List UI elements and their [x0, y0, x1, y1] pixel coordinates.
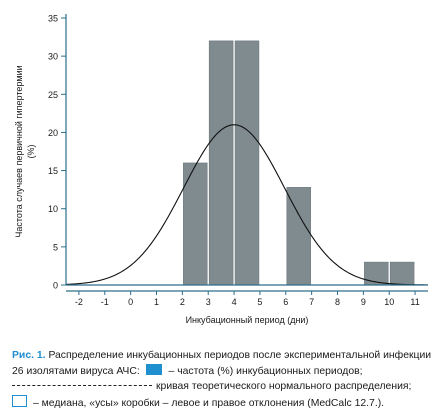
y-tick-label-2: 10 — [48, 204, 58, 214]
bar-3 — [286, 187, 311, 286]
figure-caption: Рис. 1. Распределение инкубационных пери… — [12, 348, 436, 411]
y-tick-label-0: 0 — [53, 281, 58, 291]
x-tick-label-1: -1 — [101, 297, 109, 307]
x-tick-label-3: 1 — [154, 297, 159, 307]
legend-bars-text: – частота (%) инкубационных периодов; — [168, 365, 363, 377]
x-tick-label-9: 7 — [309, 297, 314, 307]
bar-5 — [389, 261, 415, 286]
x-tick-label-10: 8 — [335, 297, 340, 307]
x-axis-label: Инкубационный период (дни) — [186, 315, 309, 325]
legend-curve-dash — [12, 385, 152, 386]
bar-1 — [208, 40, 234, 286]
y-tick-label-7: 35 — [48, 14, 58, 24]
y-tick-label-4: 20 — [48, 128, 58, 138]
x-tick-label-13: 11 — [410, 297, 419, 307]
x-tick-label-0: -2 — [75, 297, 83, 307]
x-tick-label-8: 6 — [283, 297, 288, 307]
x-tick-label-4: 2 — [180, 297, 185, 307]
x-tick-label-12: 10 — [384, 297, 394, 307]
y-axis-label-line-1: Частота случаев первичной гипертермии — [14, 65, 24, 237]
y-tick-label-5: 25 — [48, 90, 58, 100]
x-tick-label-2: 0 — [128, 297, 133, 307]
legend-bar-swatch — [145, 363, 162, 375]
legend-curve-text: кривая теоретического нормального распре… — [156, 381, 412, 392]
caption-label: Рис. 1. — [12, 350, 46, 361]
x-tick-label-6: 4 — [232, 297, 237, 307]
x-tick-label-5: 3 — [206, 297, 211, 307]
y-tick-label-1: 5 — [53, 242, 58, 252]
normal-curve — [65, 124, 429, 286]
x-tick-label-11: 9 — [361, 297, 366, 307]
legend-box-text: – медиана, «усы» коробки – левое и право… — [33, 397, 385, 409]
x-tick-label-7: 5 — [257, 297, 262, 307]
y-axis-label-line-2: (%) — [26, 145, 36, 159]
chart: 0 5 10 15 20 25 30 35 -2 -1 0 1 2 3 4 5 6 7 8 9 10 11 Инкубаци… — [14, 14, 429, 325]
caption-text: Распределение инкубационных периодов пос… — [12, 350, 432, 377]
y-axis-label: Частота случаев первичной гипертермии (%) — [14, 65, 36, 237]
legend-box-swatch — [12, 394, 27, 407]
bar-2 — [234, 40, 260, 286]
y-tick-label-6: 30 — [48, 52, 58, 62]
y-tick-label-3: 15 — [48, 166, 58, 176]
